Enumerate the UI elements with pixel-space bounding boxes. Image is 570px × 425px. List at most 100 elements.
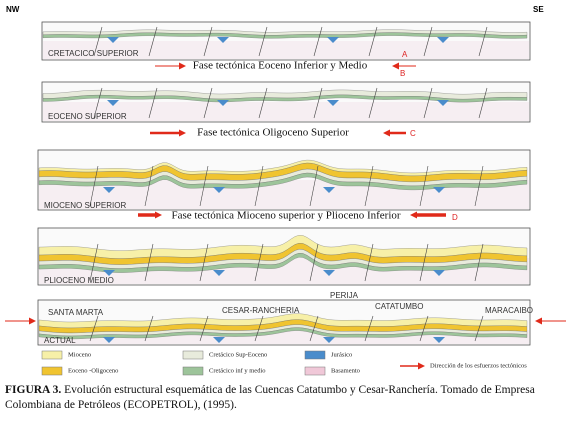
fault [309,315,319,342]
fault [364,315,374,342]
place: CATATUMBO [375,302,423,311]
caption: FIGURA 3. Evolución estructural esquemát… [5,383,565,413]
jurassic [213,187,225,193]
caption-lead: FIGURA 3. [5,384,62,396]
legend-label: Mioceno [68,351,91,358]
legend-label: Basamento [331,367,360,374]
caption-text: Evolución estructural esquemática de las… [5,384,535,411]
basement [43,102,529,121]
jurassic [327,100,339,106]
jurassic [213,270,225,276]
fault [474,243,484,282]
fault [199,243,209,282]
phase-marker: B [400,69,405,78]
phase-marker: A [402,50,408,59]
fault [368,26,378,57]
fault [309,243,319,282]
jurassic [213,337,225,343]
jurassic [433,270,445,276]
fault [144,243,154,282]
legend-swatch [41,350,63,360]
fault [254,243,264,282]
fault [419,165,429,207]
fault [89,165,99,207]
arrow-head [383,129,390,137]
fault [199,315,209,342]
panel-label: PLIOCENO MEDIO [44,276,114,285]
legend-swatch [304,350,326,360]
panel-label: CRETACICO SUPERIOR [48,49,139,58]
arrow-head [535,317,542,325]
fault [364,165,374,207]
place: MARACAIBO [485,306,533,315]
legend-swatch [182,366,204,376]
arrow-head [155,211,162,219]
legend-label: Eoceno -Oligoceno [68,367,118,374]
fault [313,26,323,57]
jurassic [217,37,229,43]
legend-swatch [41,366,63,376]
fault [309,165,319,207]
arrow-head [179,129,186,137]
layer [42,94,528,103]
arrow-head [410,211,417,219]
fault [474,315,484,342]
panel-label: EOCENO SUPERIOR [48,112,127,121]
fault [93,26,103,57]
legend-label: Cretácico Sup-Eoceno [209,351,267,358]
arrow-head [179,62,186,70]
place: PERIJA [330,291,359,300]
panel-label: ACTUAL [44,336,76,345]
arrow-head [392,62,399,70]
arrow-head [418,362,425,370]
fault [423,26,433,57]
basement [43,41,529,59]
jurassic [433,187,445,193]
fault [474,165,484,207]
legend-label: Dirección de los esfuerzos tectónicos [430,362,527,369]
jurassic [433,337,445,343]
fault [144,315,154,342]
place: SANTA MARTA [48,308,104,317]
fault [258,87,268,119]
fault [419,243,429,282]
legend-label: Cretácico inf y medio [209,367,266,374]
fault [478,87,488,119]
orientation-left: NW [6,5,20,14]
fault [93,87,103,119]
fault [203,87,213,119]
fault [254,165,264,207]
fault [89,243,99,282]
fault [258,26,268,57]
layer [42,32,528,39]
fault [199,165,209,207]
jurassic [103,187,115,193]
jurassic [217,100,229,106]
legend-label: Jurásico [331,351,352,358]
jurassic [437,37,449,43]
jurassic [323,270,335,276]
fault [478,26,488,57]
legend: Mioceno Eoceno -Oligoceno Cretácico Sup-… [41,350,527,376]
jurassic [103,337,115,343]
fault [89,315,99,342]
fault [368,87,378,119]
fault [148,26,158,57]
arrow-head [29,317,36,325]
layer [38,172,528,191]
place: CESAR-RANCHERIA [222,306,300,315]
fault [203,26,213,57]
phase-text: Fase tectónica Oligoceno Superior [197,127,349,139]
jurassic [323,187,335,193]
phase-text: Fase tectónica Mioceno superior y Plioce… [171,210,400,222]
legend-swatch [304,366,326,376]
jurassic [107,100,119,106]
jurassic [107,37,119,43]
phase-text: Fase tectónica Eoceno Inferior y Medio [193,60,368,72]
jurassic [327,37,339,43]
fault [364,243,374,282]
fault [148,87,158,119]
panel-label: MIOCENO SUPERIOR [44,201,126,210]
phase-marker: C [410,129,416,138]
